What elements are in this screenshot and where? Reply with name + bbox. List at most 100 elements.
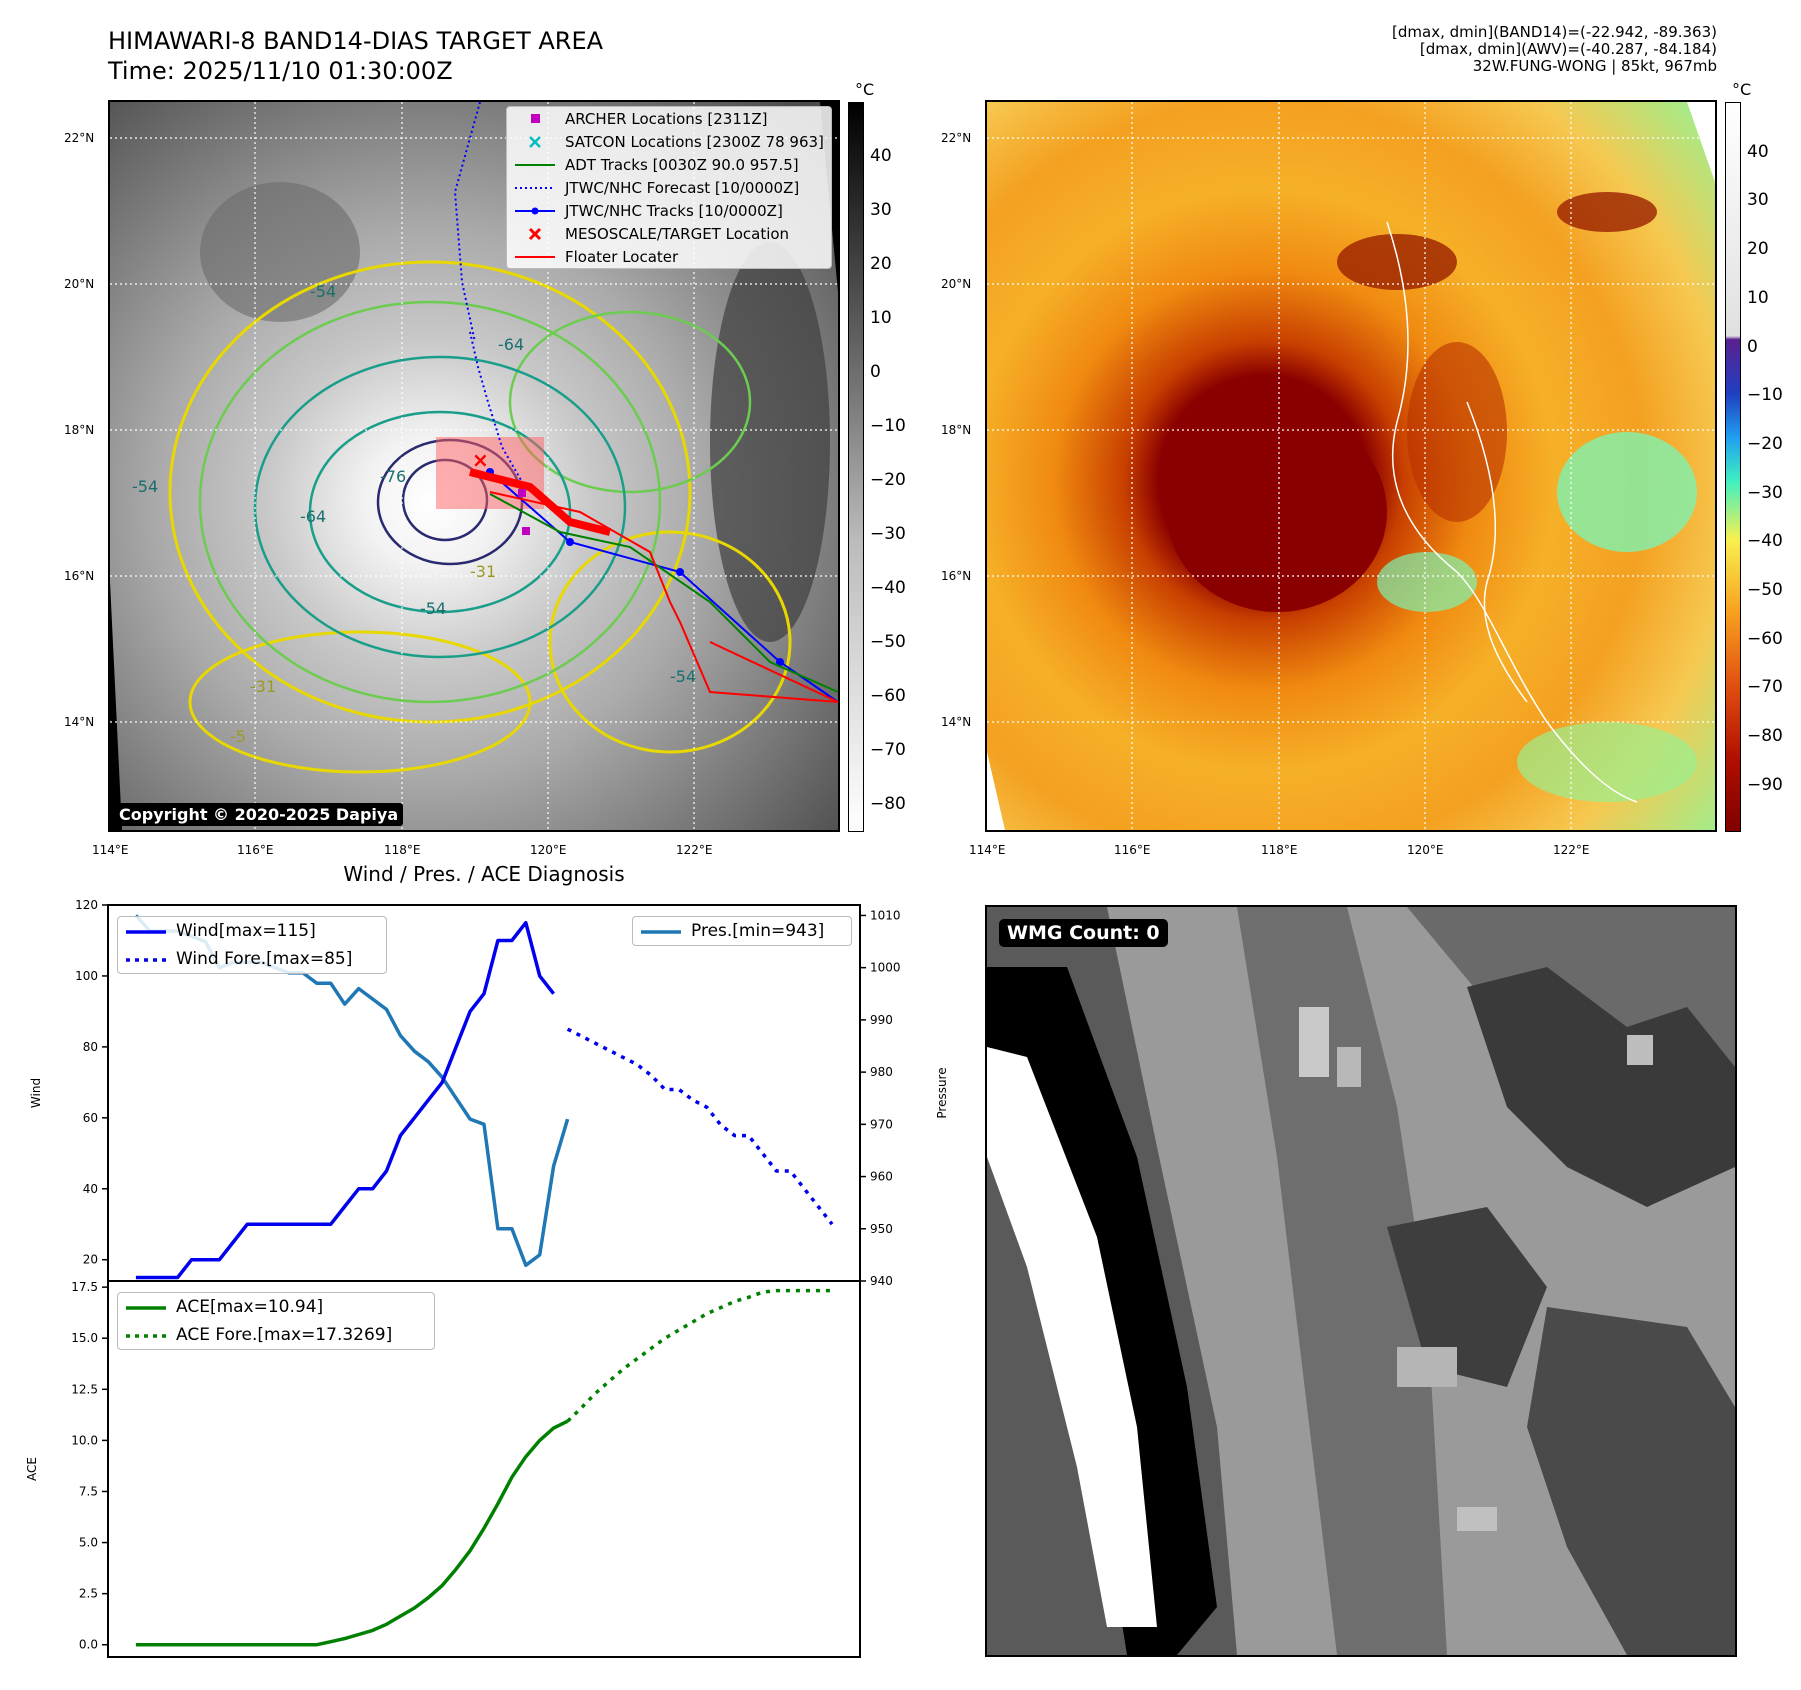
legend-item-satcon: SATCON Locations [2300Z 78 963] — [507, 130, 831, 153]
legend-label: JTWC/NHC Tracks [10/0000Z] — [565, 201, 783, 220]
ace-forecast-series-line — [566, 1288, 833, 1423]
pressure-axis-tick-label: 1000 — [870, 961, 901, 975]
diagnosis-title: Wind / Pres. / ACE Diagnosis — [343, 862, 625, 886]
x-marker-icon — [528, 227, 542, 241]
ace-legend: ACE[max=10.94] ACE Fore.[max=17.3269] — [117, 1292, 435, 1350]
awv-satellite-image — [987, 102, 1715, 830]
pressure-axis-tick-label: 980 — [870, 1065, 893, 1079]
awv-lon-label: 118°E — [1261, 843, 1298, 857]
ir-colorbar-tick: −80 — [870, 794, 906, 814]
ace-axis-tick-label: 10.0 — [71, 1433, 98, 1447]
ir-lon-label: 116°E — [237, 843, 274, 857]
wmg-count-badge: WMG Count: 0 — [999, 919, 1168, 947]
ir-lon-label: 120°E — [530, 843, 567, 857]
awv-lat-label: 22°N — [941, 131, 972, 145]
ir-colorbar-tick: −40 — [870, 578, 906, 598]
ir-colorbar-tick: −50 — [870, 632, 906, 652]
awv-colorbar-tick: −30 — [1747, 483, 1783, 503]
storm-info: [dmax, dmin](BAND14)=(-22.942, -89.363) … — [1392, 24, 1717, 75]
awv-lat-label: 20°N — [941, 277, 972, 291]
ace-axis-tick-label: 5.0 — [79, 1536, 98, 1550]
svg-text:-64: -64 — [300, 507, 326, 526]
svg-text:-54: -54 — [310, 282, 336, 301]
svg-text:-54: -54 — [132, 477, 158, 496]
ir-colorbar-tick: −60 — [870, 686, 906, 706]
svg-text:-5: -5 — [230, 727, 246, 746]
ir-satellite-panel: × -54 -64 -76 -54 -64 -54 -54 -31 -31 -5… — [108, 100, 840, 832]
ir-colorbar-tick: 10 — [870, 308, 892, 328]
line-solid-icon — [515, 164, 555, 166]
awv-lat-label: 14°N — [941, 715, 972, 729]
legend-label: Wind[max=115] — [176, 921, 316, 941]
ir-lon-label: 122°E — [676, 843, 713, 857]
wmg-panel: WMG Count: 0 — [985, 905, 1737, 1657]
awv-colorbar-tick: −40 — [1747, 531, 1783, 551]
line-solid-icon — [126, 1305, 166, 1310]
legend-label: ACE[max=10.94] — [176, 1297, 324, 1317]
pressure-axis-tick-label: 990 — [870, 1013, 893, 1027]
ace-axis-tick-label: 7.5 — [79, 1484, 98, 1498]
ace-axis-tick-label: 0.0 — [79, 1638, 98, 1652]
ir-lat-label: 22°N — [64, 131, 95, 145]
ir-colorbar-unit: °C — [855, 80, 875, 99]
ace-axis-tick-label: 15.0 — [71, 1331, 98, 1345]
ir-colorbar-tick: 30 — [870, 200, 892, 220]
line-dotted-icon — [126, 957, 166, 962]
ir-lat-label: 16°N — [64, 569, 95, 583]
awv-colorbar-tick: 0 — [1747, 337, 1758, 357]
line-dotted-icon — [515, 187, 555, 189]
legend-item-ace: ACE[max=10.94] — [118, 1293, 434, 1321]
ir-colorbar-tick: −10 — [870, 416, 906, 436]
legend-label: Pres.[min=943] — [691, 921, 825, 941]
line-marker-icon — [515, 207, 555, 215]
awv-colorbar-tick: 30 — [1747, 190, 1769, 210]
svg-text:-54: -54 — [670, 667, 696, 686]
pressure-axis-tick-label: 960 — [870, 1170, 893, 1184]
awv-colorbar-tick: −90 — [1747, 775, 1783, 795]
svg-text:-31: -31 — [250, 677, 276, 696]
awv-colorbar-unit: °C — [1732, 80, 1752, 99]
title-line-2: Time: 2025/11/10 01:30:00Z — [108, 57, 453, 85]
title-line-1: HIMAWARI-8 BAND14-DIAS TARGET AREA — [108, 27, 604, 55]
ir-colorbar — [848, 102, 864, 832]
square-marker-icon — [531, 114, 540, 123]
ir-legend: ARCHER Locations [2311Z] SATCON Location… — [506, 106, 832, 269]
info-line-1: [dmax, dmin](BAND14)=(-22.942, -89.363) — [1392, 23, 1717, 41]
wind-axis-tick-label: 120 — [75, 898, 98, 912]
svg-text:-31: -31 — [470, 562, 496, 581]
legend-item-jtwc-tracks: JTWC/NHC Tracks [10/0000Z] — [507, 199, 831, 222]
legend-label: ACE Fore.[max=17.3269] — [176, 1325, 393, 1345]
wind-forecast-series-line — [566, 1027, 834, 1226]
svg-text:-54: -54 — [420, 599, 446, 618]
line-solid-icon — [515, 256, 555, 258]
ir-colorbar-tick: 40 — [870, 146, 892, 166]
awv-lat-label: 16°N — [941, 569, 972, 583]
awv-colorbar-tick: −70 — [1747, 677, 1783, 697]
legend-label: Wind Fore.[max=85] — [176, 949, 353, 969]
ace-axis-tick-label: 2.5 — [79, 1587, 98, 1601]
awv-lon-label: 116°E — [1114, 843, 1151, 857]
svg-text:-64: -64 — [498, 335, 524, 354]
pressure-axis-label: Pressure — [935, 1067, 949, 1118]
ir-colorbar-tick: 20 — [870, 254, 892, 274]
ir-lat-label: 20°N — [64, 277, 95, 291]
legend-label: SATCON Locations [2300Z 78 963] — [565, 132, 824, 151]
ace-series-line — [135, 1419, 569, 1647]
legend-item-archer: ARCHER Locations [2311Z] — [507, 107, 831, 130]
awv-colorbar-tick: −60 — [1747, 629, 1783, 649]
ace-axis-label: ACE — [25, 1457, 39, 1481]
ir-colorbar-tick: −70 — [870, 740, 906, 760]
awv-lat-label: 18°N — [941, 423, 972, 437]
awv-colorbar-tick: −20 — [1747, 434, 1783, 454]
legend-item-adt: ADT Tracks [0030Z 90.0 957.5] — [507, 153, 831, 176]
ace-axis-tick-label: 12.5 — [71, 1382, 98, 1396]
ace-axes — [107, 1280, 861, 1658]
legend-item-ace-forecast: ACE Fore.[max=17.3269] — [118, 1321, 434, 1349]
pressure-axis-tick-label: 1010 — [870, 908, 901, 922]
pressure-axis-tick-label: 970 — [870, 1117, 893, 1131]
info-line-3: 32W.FUNG-WONG | 85kt, 967mb — [1472, 57, 1717, 75]
awv-colorbar — [1725, 102, 1741, 832]
legend-item-wind: Wind[max=115] — [118, 917, 386, 945]
wind-series-line — [135, 920, 555, 1280]
